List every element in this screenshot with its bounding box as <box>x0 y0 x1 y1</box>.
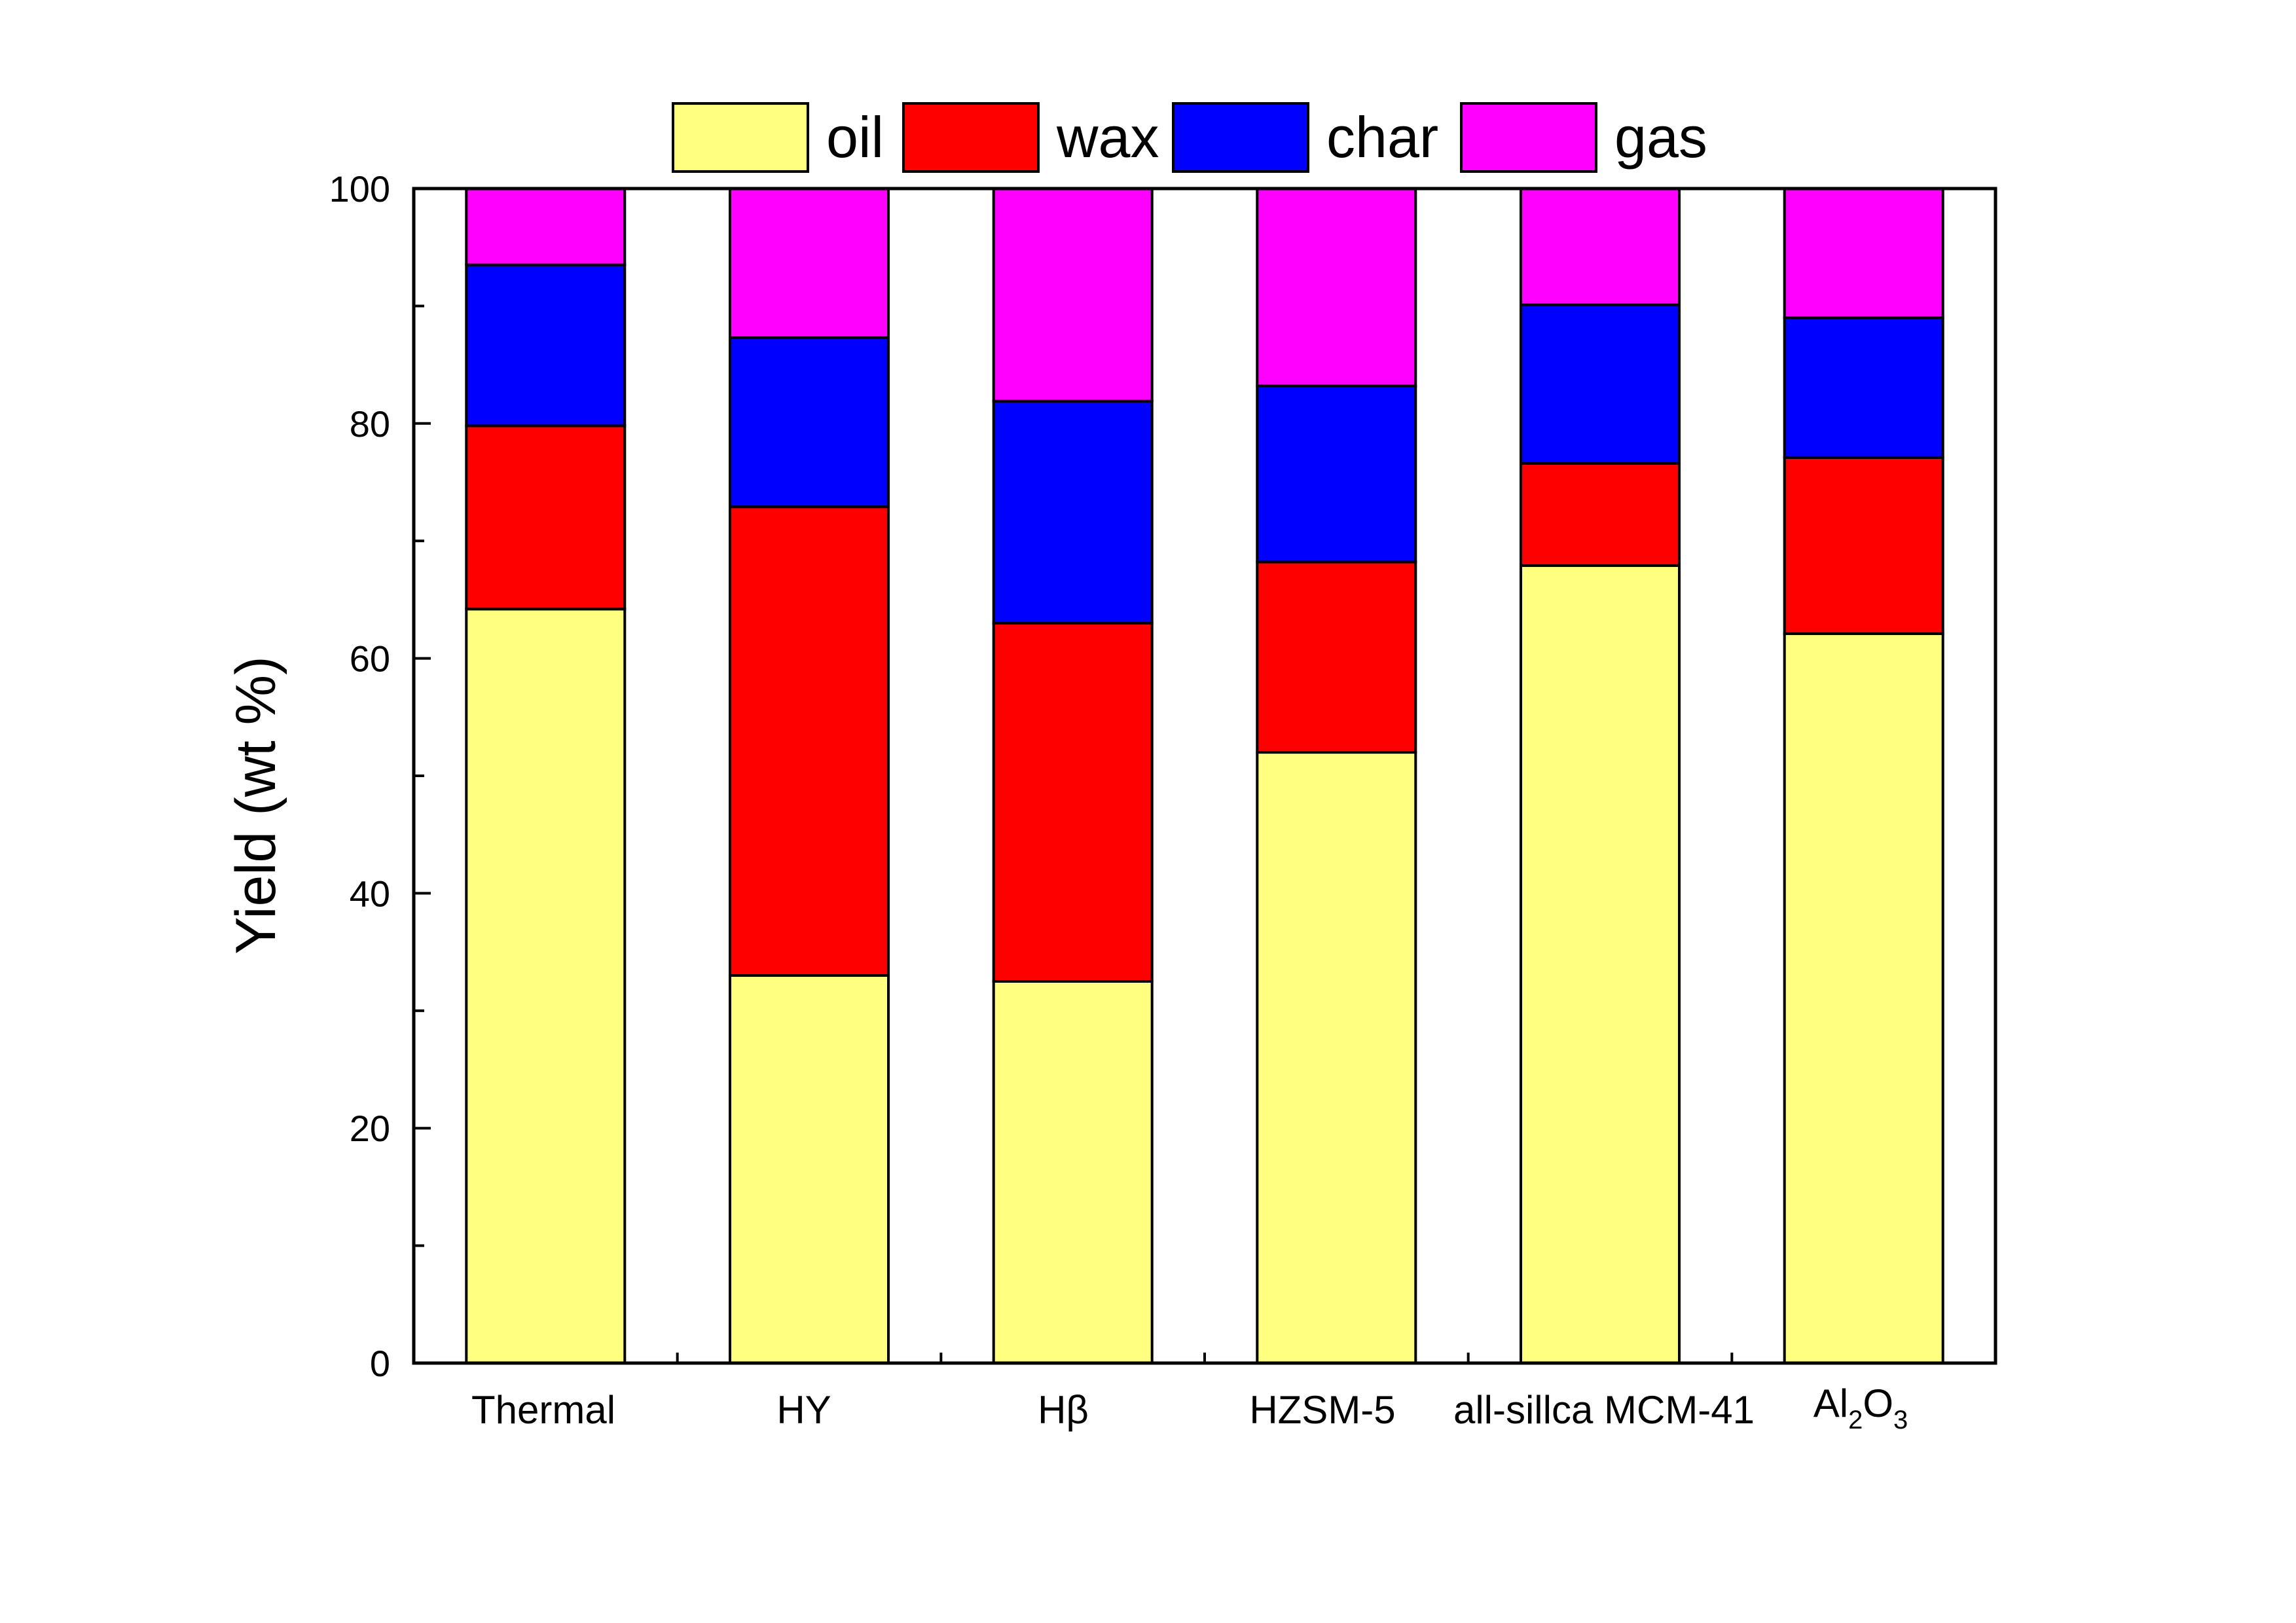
plot-frame <box>412 187 1997 1365</box>
bar-segment-wax-1 <box>729 505 890 977</box>
axes-layer: 0 20 40 60 80 100 Thermal HY Hβ HZSM-5 all-sillca … <box>329 168 1997 1434</box>
bar-segment-wax-2 <box>992 621 1154 983</box>
bar-segment-wax-3 <box>1256 560 1417 754</box>
bar-stack-5 <box>1783 187 1944 1364</box>
bar-segment-oil-2 <box>992 979 1154 1364</box>
legend-swatch-wax <box>902 102 1040 173</box>
x-category-label: HY <box>776 1388 831 1432</box>
y-tick-label: 40 <box>350 873 390 914</box>
bar-segment-gas-4 <box>1520 187 1681 306</box>
bar-stack-3 <box>1256 187 1417 1364</box>
bar-segment-gas-3 <box>1256 187 1417 388</box>
x-category-label: all-sillca MCM-41 <box>1453 1388 1755 1432</box>
legend-swatch-gas <box>1460 102 1597 173</box>
legend-label-wax: wax <box>1056 105 1159 170</box>
bar-segment-oil-4 <box>1520 564 1681 1364</box>
bar-segment-gas-0 <box>465 187 627 266</box>
y-tick-label: 60 <box>350 638 390 680</box>
legend-label-gas: gas <box>1614 105 1707 170</box>
bar-segment-gas-5 <box>1783 187 1944 319</box>
bar-stack-4 <box>1520 187 1681 1364</box>
bar-segment-char-2 <box>992 399 1154 625</box>
x-category-label: HZSM-5 <box>1249 1388 1395 1432</box>
bar-stack-2 <box>992 187 1154 1364</box>
y-tick-label: 80 <box>350 403 390 445</box>
legend: oil wax char gas <box>672 102 1707 173</box>
legend-label-char: char <box>1326 105 1438 170</box>
legend-label-oil: oil <box>826 105 884 170</box>
bar-segment-char-0 <box>465 263 627 428</box>
y-tick-label: 20 <box>350 1108 390 1149</box>
y-tick-label: 0 <box>370 1343 390 1384</box>
bar-segment-oil-5 <box>1783 632 1944 1364</box>
x-category-label: Thermal <box>471 1388 615 1432</box>
y-tick-label: 100 <box>329 168 390 210</box>
bar-segment-char-1 <box>729 336 890 509</box>
bar-stack-1 <box>729 187 890 1364</box>
bars-layer <box>465 187 1944 1364</box>
bar-segment-char-5 <box>1783 316 1944 459</box>
legend-swatch-char <box>1172 102 1309 173</box>
bar-segment-wax-5 <box>1783 456 1944 635</box>
bar-stack-0 <box>465 187 627 1364</box>
bar-segment-char-4 <box>1520 303 1681 465</box>
legend-swatch-oil <box>672 102 809 173</box>
bar-segment-oil-0 <box>465 608 627 1364</box>
bar-segment-oil-3 <box>1256 751 1417 1364</box>
bar-segment-oil-1 <box>729 974 890 1364</box>
x-category-label: Al2O3 <box>1813 1381 1908 1434</box>
bar-segment-char-3 <box>1256 384 1417 564</box>
y-axis-title: Yield (wt %) <box>225 656 287 955</box>
bar-segment-wax-4 <box>1520 462 1681 567</box>
bar-segment-gas-1 <box>729 187 890 339</box>
bar-segment-wax-0 <box>465 424 627 611</box>
bar-segment-gas-2 <box>992 187 1154 403</box>
x-category-label: Hβ <box>1038 1388 1089 1432</box>
